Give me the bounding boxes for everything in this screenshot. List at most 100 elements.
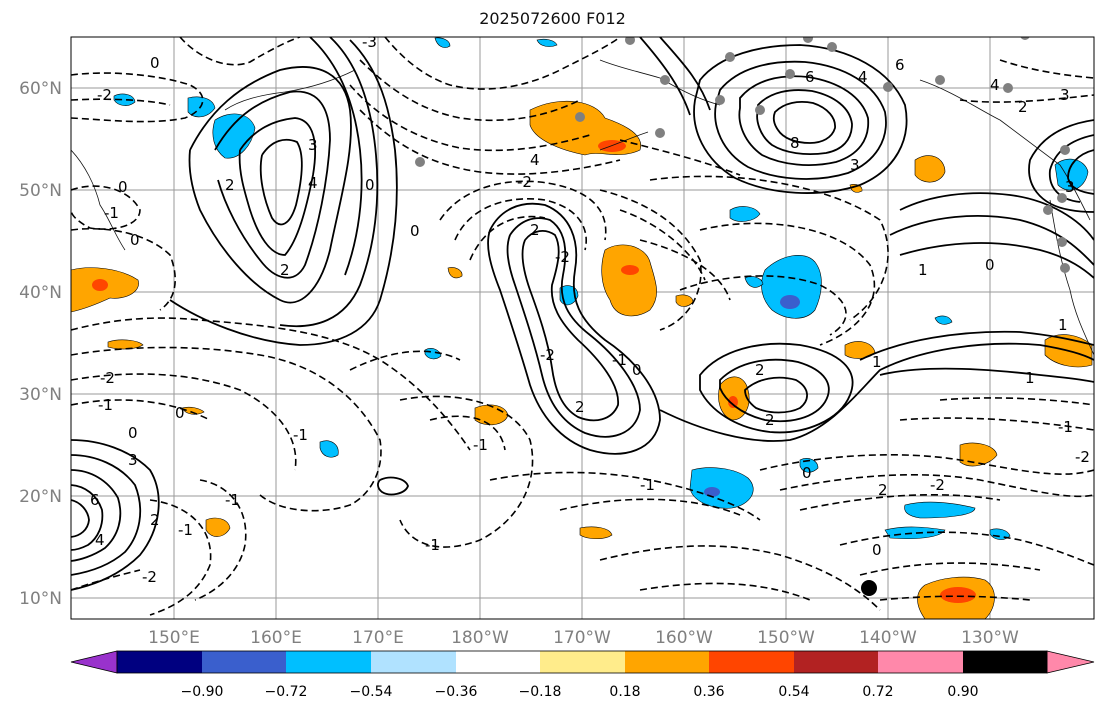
gridlines	[71, 37, 1094, 619]
colorbar-bin	[202, 651, 286, 673]
lat-label: 40°N	[19, 283, 62, 303]
contour-label: 4	[858, 68, 868, 86]
contour-label: -1	[640, 476, 655, 494]
contour-label: -2	[555, 248, 570, 266]
contour-label: 1	[1025, 369, 1035, 387]
lat-axis-labels: 60°N 50°N 40°N 30°N 20°N 10°N	[19, 79, 62, 609]
contour-label: -1	[293, 426, 308, 444]
contour-label: -2	[97, 86, 112, 104]
colorbar-tick-label: −0.72	[265, 684, 308, 700]
contour-label: 3	[1065, 178, 1075, 196]
colorbar-bin	[117, 651, 202, 673]
contour-label: 1	[872, 353, 882, 371]
contour-label: 0	[175, 404, 185, 422]
colorbar-bin	[963, 651, 1047, 673]
colorbar-bin	[371, 651, 456, 673]
colorbar-tick-label: −0.36	[435, 684, 478, 700]
contour-label: 0	[365, 176, 375, 194]
lon-label: 180°W	[451, 628, 509, 648]
contour-label: -1	[425, 536, 440, 554]
contour-label: 4	[95, 531, 105, 549]
colorbar-tick-label: −0.54	[350, 684, 393, 700]
lon-label: 170°E	[352, 628, 404, 648]
colorbar-tick-label: 0.36	[693, 684, 724, 700]
lat-label: 20°N	[19, 487, 62, 507]
contour-labels: -3 0 -2 0 -1 0 3 4 2 2 0 0 4 -2 2 -2 -2 …	[90, 33, 1090, 586]
contour-label: 2	[225, 176, 235, 194]
colorbar: −0.90 −0.72 −0.54 −0.36 −0.18 0.18 0.36 …	[70, 650, 1095, 700]
contour-label: -1	[473, 436, 488, 454]
colorbar-tick-label: 0.54	[778, 684, 809, 700]
contour-label: -2	[517, 173, 532, 191]
contour-label: 4	[990, 76, 1000, 94]
contour-label: 8	[790, 134, 800, 152]
colorbar-tick-label: −0.18	[519, 684, 562, 700]
lon-label: 150°W	[757, 628, 815, 648]
colorbar-tick-label: 0.72	[862, 684, 893, 700]
contour-label: 2	[765, 411, 775, 429]
lon-axis-labels: 150°E 160°E 170°E 180°W 170°W 160°W 150°…	[148, 628, 1019, 648]
contour-label: 0	[118, 178, 128, 196]
contour-label: 6	[90, 491, 100, 509]
lon-label: 170°W	[553, 628, 611, 648]
contour-label: 2	[878, 481, 888, 499]
colorbar-bin	[625, 651, 709, 673]
contour-label: 0	[802, 464, 812, 482]
contour-label: 4	[530, 151, 540, 169]
contour-label: 0	[150, 54, 160, 72]
dashed-contours	[71, 37, 1094, 616]
colorbar-extend-high	[1046, 650, 1095, 674]
contour-label: 2	[280, 261, 290, 279]
lat-label: 30°N	[19, 385, 62, 405]
contour-label: -1	[225, 491, 240, 509]
contour-label: -2	[1075, 448, 1090, 466]
contour-label: 2	[1018, 98, 1028, 116]
contour-label: -1	[612, 351, 627, 369]
lat-label: 10°N	[19, 589, 62, 609]
contour-label: -2	[930, 476, 945, 494]
colorbar-bin	[456, 651, 540, 673]
contour-label: 0	[410, 222, 420, 240]
colorbar-tick-label: 0.18	[609, 684, 640, 700]
colorbar-extend-low	[70, 650, 118, 674]
colorbar-bin	[709, 651, 794, 673]
plot-frame	[70, 36, 1095, 620]
marker-dot	[861, 580, 877, 596]
lon-label: 130°W	[961, 628, 1019, 648]
contour-label: 3	[128, 451, 138, 469]
contour-label: 3	[308, 136, 318, 154]
contour-label: 2	[575, 398, 585, 416]
contour-label: 1	[918, 261, 928, 279]
contour-label: 2	[150, 511, 160, 529]
contour-label: 0	[128, 424, 138, 442]
contour-label: 0	[130, 231, 140, 249]
lat-label: 50°N	[19, 181, 62, 201]
contour-label: 3	[850, 156, 860, 174]
contour-label: -1	[104, 204, 119, 222]
station-dots	[415, 37, 1070, 273]
contour-label: 6	[805, 68, 815, 86]
lon-label: 160°E	[250, 628, 302, 648]
lon-label: 140°W	[859, 628, 917, 648]
colorbar-tick-label: 0.90	[947, 684, 978, 700]
contour-label: -2	[142, 568, 157, 586]
contour-label: 0	[872, 541, 882, 559]
contour-label: 6	[895, 56, 905, 74]
contour-label: 1	[1058, 316, 1068, 334]
lon-label: 160°W	[655, 628, 713, 648]
contour-label: -1	[178, 521, 193, 539]
colorbar-tick-label: −0.90	[181, 684, 224, 700]
contour-label: -3	[362, 33, 377, 51]
contour-label: -1	[1058, 418, 1073, 436]
contour-label: -1	[98, 396, 113, 414]
lat-label: 60°N	[19, 79, 62, 99]
contour-label: 2	[755, 361, 765, 379]
colorbar-bin	[878, 651, 963, 673]
colorbar-bin	[286, 651, 371, 673]
lon-label: 150°E	[148, 628, 200, 648]
colorbar-bin	[540, 651, 625, 673]
contour-label: 2	[530, 221, 540, 239]
contour-label: 0	[985, 256, 995, 274]
contour-label: 0	[632, 361, 642, 379]
